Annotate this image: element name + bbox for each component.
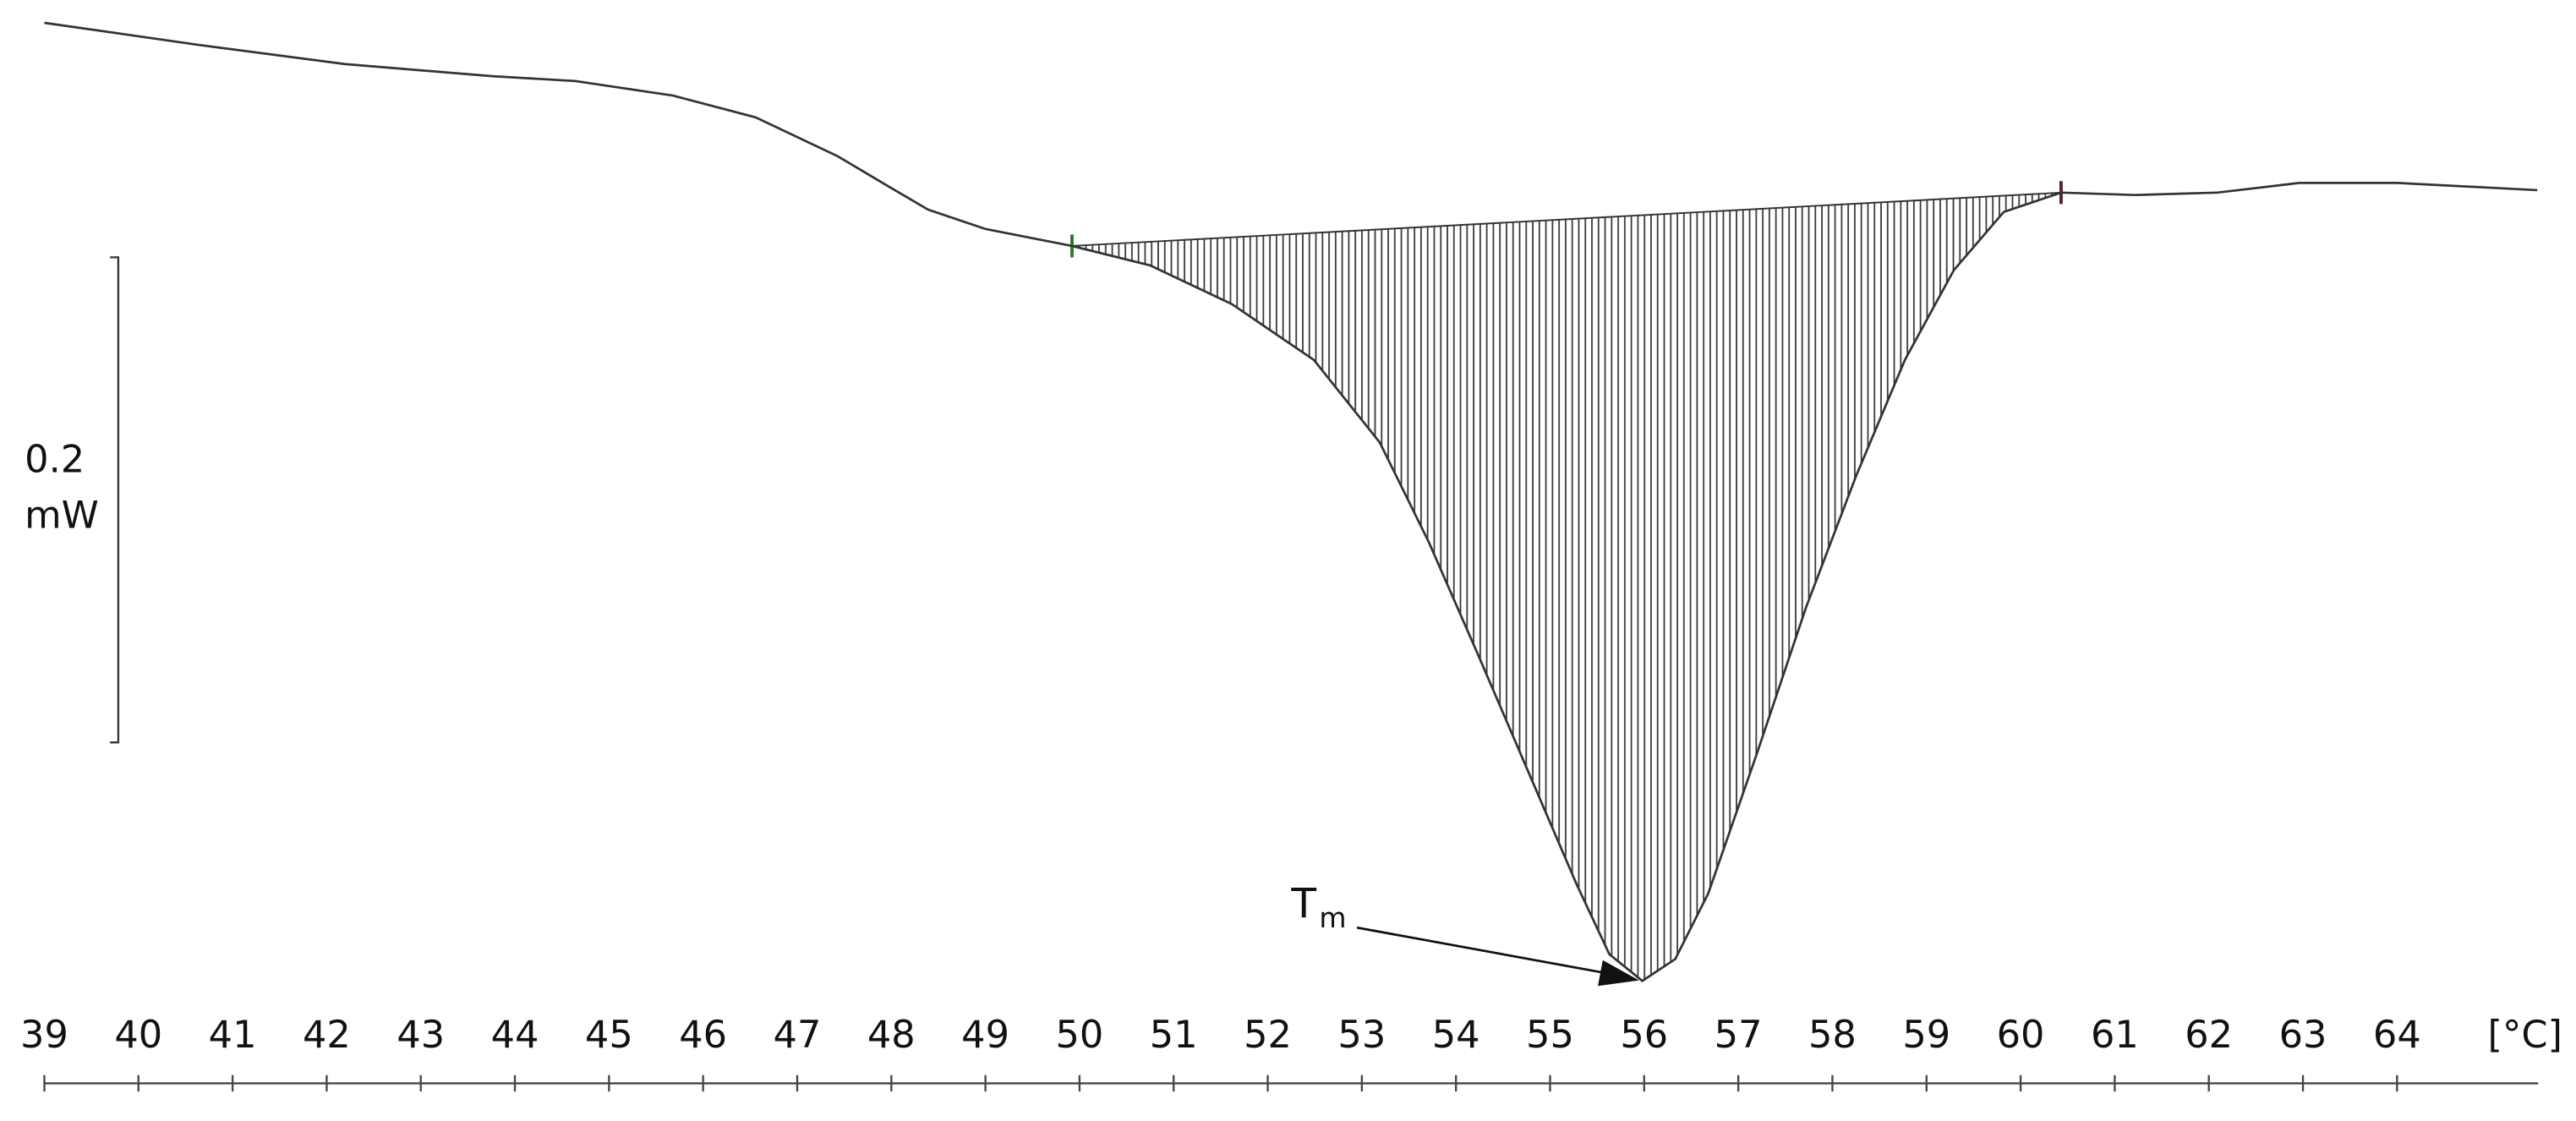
x-tick-label: 51 — [1150, 1013, 1198, 1057]
scale-bar — [110, 256, 120, 744]
x-tick-label: 40 — [114, 1013, 162, 1057]
x-tick-label: 49 — [961, 1013, 1009, 1057]
x-tick-label: 55 — [1526, 1013, 1574, 1057]
x-tick-label: 50 — [1055, 1013, 1103, 1057]
x-axis-label: [°C] — [2488, 1013, 2562, 1057]
x-tick-label: 53 — [1337, 1013, 1386, 1057]
scale-bar-value: 0.2 — [25, 438, 85, 482]
dsc-curve — [44, 21, 2538, 982]
x-tick-label: 64 — [2373, 1013, 2421, 1057]
scale-bar-unit: mW — [25, 494, 99, 538]
x-tick-label: 59 — [1902, 1013, 1950, 1057]
x-tick-label: 57 — [1715, 1013, 1763, 1057]
x-tick-label: 46 — [679, 1013, 727, 1057]
x-tick-label: 48 — [867, 1013, 916, 1057]
x-tick-label: 56 — [1620, 1013, 1668, 1057]
x-tick-label: 54 — [1432, 1013, 1480, 1057]
x-tick-label: 39 — [20, 1013, 68, 1057]
x-tick-label: 52 — [1244, 1013, 1292, 1057]
annotation-label: T — [1290, 880, 1316, 927]
peak-area — [1072, 192, 2061, 982]
annotation-arrow — [1356, 926, 1613, 976]
x-tick-label: 63 — [2279, 1013, 2327, 1057]
x-tick-label: 43 — [397, 1013, 445, 1057]
x-tick-label: 47 — [774, 1013, 822, 1057]
x-tick-label: 42 — [303, 1013, 351, 1057]
annotation-subscript: m — [1319, 901, 1346, 934]
x-tick-label: 61 — [2091, 1013, 2139, 1057]
x-tick-label: 44 — [491, 1013, 539, 1057]
x-tick-label: 41 — [209, 1013, 257, 1057]
baseline — [1071, 191, 2061, 247]
x-tick-label: 60 — [1997, 1013, 2045, 1057]
annotation-arrowhead — [1598, 960, 1639, 987]
x-tick-label: 58 — [1808, 1013, 1857, 1057]
x-tick-label: 45 — [585, 1013, 633, 1057]
x-tick-label: 62 — [2185, 1013, 2233, 1057]
